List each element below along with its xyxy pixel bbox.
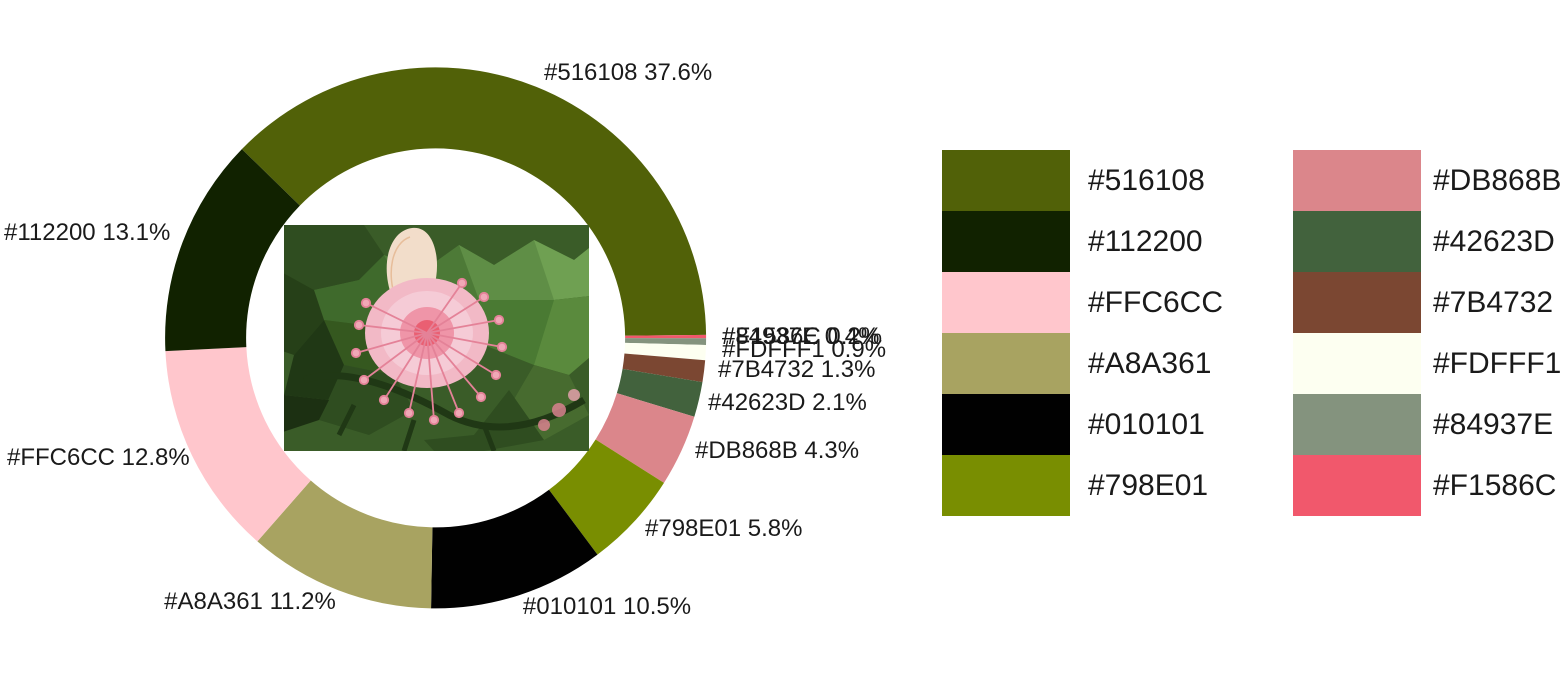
svg-text:#DB868B 4.3%: #DB868B 4.3% — [695, 437, 859, 464]
svg-text:#42623D 2.1%: #42623D 2.1% — [708, 389, 867, 416]
svg-text:#112200 13.1%: #112200 13.1% — [4, 219, 170, 246]
svg-text:#FFC6CC 12.8%: #FFC6CC 12.8% — [7, 444, 190, 471]
svg-text:#010101 10.5%: #010101 10.5% — [523, 593, 691, 620]
svg-text:#7B4732 1.3%: #7B4732 1.3% — [718, 356, 875, 383]
svg-text:#516108 37.6%: #516108 37.6% — [544, 59, 712, 86]
svg-text:#798E01 5.8%: #798E01 5.8% — [645, 515, 802, 542]
svg-text:#A8A361 11.2%: #A8A361 11.2% — [164, 588, 336, 615]
